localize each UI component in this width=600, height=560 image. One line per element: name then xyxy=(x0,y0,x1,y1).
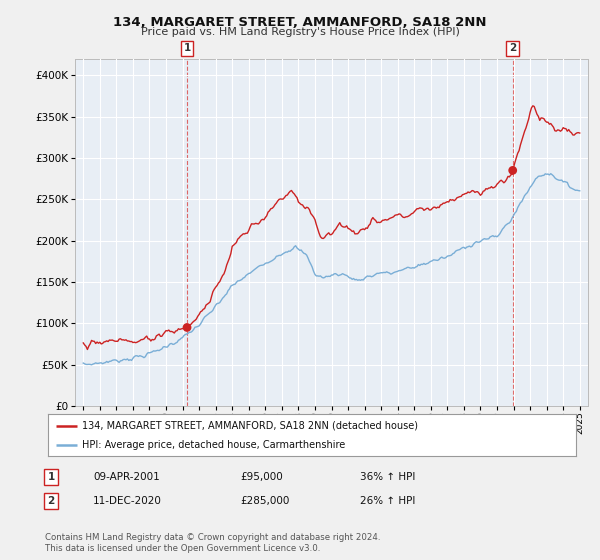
Text: 09-APR-2001: 09-APR-2001 xyxy=(93,472,160,482)
Text: 11-DEC-2020: 11-DEC-2020 xyxy=(93,496,162,506)
Text: Price paid vs. HM Land Registry's House Price Index (HPI): Price paid vs. HM Land Registry's House … xyxy=(140,27,460,37)
Text: HPI: Average price, detached house, Carmarthenshire: HPI: Average price, detached house, Carm… xyxy=(82,440,346,450)
Text: £285,000: £285,000 xyxy=(240,496,289,506)
Text: Contains HM Land Registry data © Crown copyright and database right 2024.
This d: Contains HM Land Registry data © Crown c… xyxy=(45,533,380,553)
Point xyxy=(508,166,518,175)
Text: 1: 1 xyxy=(184,43,191,53)
Text: £95,000: £95,000 xyxy=(240,472,283,482)
Text: 2: 2 xyxy=(47,496,55,506)
Text: 2: 2 xyxy=(509,43,517,53)
Text: 1: 1 xyxy=(47,472,55,482)
Text: 36% ↑ HPI: 36% ↑ HPI xyxy=(360,472,415,482)
Text: 134, MARGARET STREET, AMMANFORD, SA18 2NN: 134, MARGARET STREET, AMMANFORD, SA18 2N… xyxy=(113,16,487,29)
Text: 26% ↑ HPI: 26% ↑ HPI xyxy=(360,496,415,506)
Point xyxy=(182,323,192,332)
Text: 134, MARGARET STREET, AMMANFORD, SA18 2NN (detached house): 134, MARGARET STREET, AMMANFORD, SA18 2N… xyxy=(82,421,418,431)
